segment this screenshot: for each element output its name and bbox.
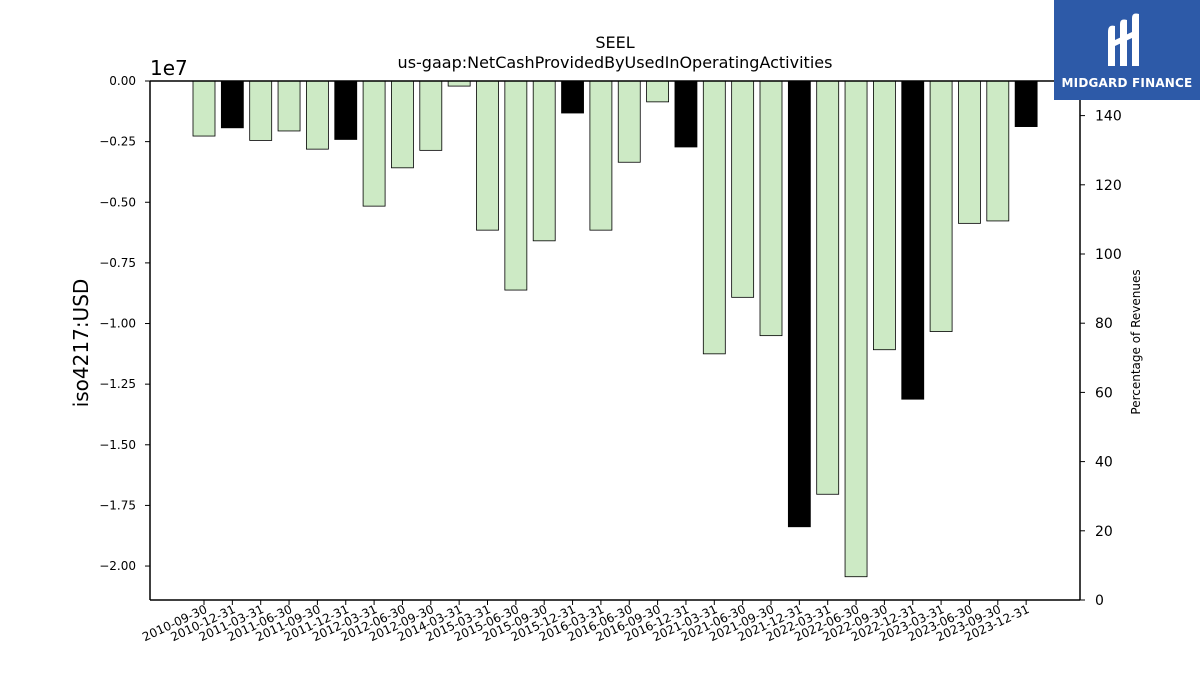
bar — [617, 80, 641, 163]
y2-tick-label: 140 — [1095, 109, 1122, 125]
y-axis-label: iso4217:USD — [69, 279, 93, 408]
bar — [646, 80, 669, 103]
bar — [532, 80, 556, 242]
y-tick-label: −1.50 — [99, 438, 136, 452]
bar — [1014, 80, 1038, 127]
bar — [759, 80, 783, 337]
y2-tick-label: 100 — [1095, 247, 1122, 263]
bar — [787, 80, 811, 528]
bar — [362, 80, 386, 207]
bar — [958, 80, 981, 224]
bar — [816, 80, 840, 495]
midgard-logo-icon — [1108, 13, 1139, 67]
bar — [419, 80, 443, 151]
y-tick-label: −0.75 — [99, 256, 136, 270]
bar — [305, 80, 329, 150]
y-tick-label: −1.75 — [99, 498, 136, 512]
bar — [901, 80, 925, 400]
bar — [986, 80, 1010, 222]
logo-text: MIDGARD FINANCE — [1061, 76, 1193, 90]
bar — [504, 80, 528, 291]
bar — [220, 80, 244, 129]
bar — [249, 80, 273, 141]
bar — [391, 80, 414, 169]
axes-group: 0.00 −0.25 −0.50 −0.75 −1.00 −1.25 −1.50 −1.75 −… — [99, 74, 1122, 644]
y2-tick-label: 0 — [1095, 593, 1104, 609]
bar — [731, 80, 755, 298]
y2-tick-label: 60 — [1095, 385, 1113, 401]
bar — [873, 80, 896, 351]
bar — [674, 80, 698, 148]
chart-title: SEEL — [595, 33, 634, 52]
y-tick-label: −1.25 — [99, 377, 136, 391]
y-tick-label: −1.00 — [99, 317, 136, 331]
bar — [702, 80, 726, 355]
bar — [844, 80, 868, 578]
bar — [277, 80, 301, 132]
bar — [561, 80, 584, 114]
bar — [447, 80, 471, 87]
y-tick-label: −0.50 — [99, 195, 136, 209]
bar — [192, 80, 216, 137]
y2-tick-label: 80 — [1095, 316, 1113, 332]
brand-logo: MIDGARD FINANCE — [1054, 0, 1200, 100]
y-tick-label: −2.00 — [99, 559, 136, 573]
bar — [476, 80, 499, 231]
chart-subtitle: us-gaap:NetCashProvidedByUsedInOperating… — [398, 53, 833, 72]
y-tick-label: −0.25 — [99, 135, 136, 149]
y-offset-label: 1e7 — [150, 56, 188, 80]
bar — [929, 80, 953, 332]
y2-axis-label: Percentage of Revenues — [1129, 269, 1143, 414]
y2-tick-label: 40 — [1095, 455, 1113, 471]
bar — [334, 80, 358, 140]
y2-tick-label: 20 — [1095, 524, 1113, 540]
bars-group — [192, 80, 1038, 578]
y-tick-label: 0.00 — [109, 74, 136, 88]
bar — [589, 80, 613, 231]
y2-tick-label: 120 — [1095, 178, 1122, 194]
